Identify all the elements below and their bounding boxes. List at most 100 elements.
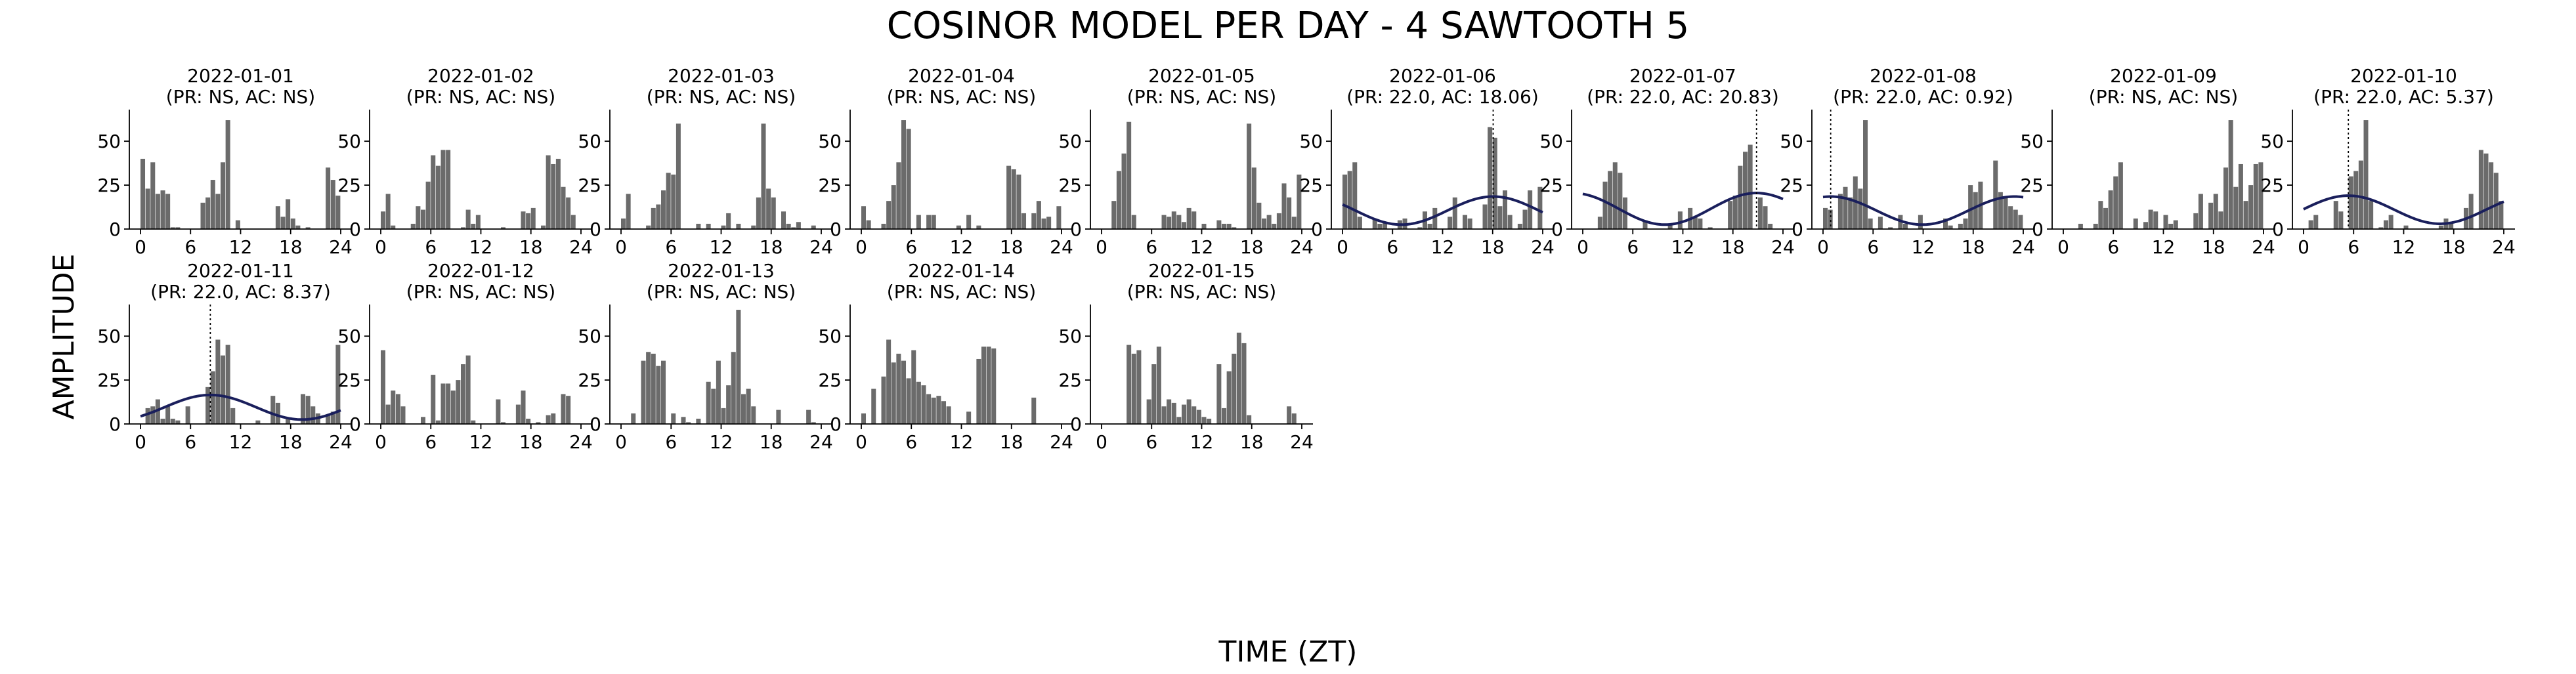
bar	[1432, 207, 1438, 229]
bar	[1763, 206, 1768, 229]
subplot-2022-01-03: 2022-01-03(PR: NS, AC: NS) 0 6 12 18 24 0 25 50	[578, 65, 832, 258]
bar	[1743, 152, 1748, 229]
bar	[2313, 215, 2319, 229]
bar	[381, 211, 386, 229]
bar	[921, 385, 926, 424]
bar	[651, 353, 656, 424]
bar	[1056, 206, 1062, 229]
x-axis-label: TIME (ZT)	[1218, 635, 1358, 669]
bar	[651, 207, 656, 229]
bar	[1167, 217, 1172, 229]
y-tick-label: 0	[830, 219, 842, 240]
bar	[1352, 162, 1358, 229]
y-tick-label: 50	[97, 131, 121, 152]
bar	[461, 227, 466, 229]
bar	[686, 422, 691, 424]
bar	[2338, 211, 2344, 229]
bar	[2478, 150, 2483, 229]
y-tick-label: 50	[1058, 131, 1082, 152]
x-tick-label: 12	[950, 431, 974, 453]
bar	[155, 399, 160, 424]
bar	[866, 220, 871, 229]
bar	[471, 223, 476, 229]
bar	[1517, 223, 1522, 229]
x-tick-label: 24	[1531, 236, 1555, 258]
bar	[425, 181, 431, 229]
bar	[2388, 215, 2394, 229]
subplot-2022-01-15: 2022-01-15(PR: NS, AC: NS) 0 6 12 18 24 0 25 50	[1058, 260, 1313, 453]
subplot-2022-01-11: 2022-01-11(PR: 22.0, AC: 8.37) 0 6 12 18 24 0 2…	[97, 260, 352, 453]
bar	[1608, 171, 1613, 229]
bar	[501, 227, 506, 229]
bar	[1948, 225, 1953, 229]
bar	[2403, 225, 2409, 229]
y-tick-label: 0	[1792, 219, 1803, 240]
subplot-title: 2022-01-15	[1148, 260, 1255, 282]
bar	[2353, 171, 2359, 229]
bar	[200, 202, 205, 229]
bar	[656, 366, 661, 424]
bar	[1146, 399, 1151, 424]
bar	[1853, 176, 1858, 229]
bar	[1156, 347, 1161, 424]
bar	[736, 223, 741, 229]
bar	[871, 389, 876, 424]
y-tick-label: 0	[2272, 219, 2284, 240]
subplot-subtitle: (PR: NS, AC: NS)	[406, 86, 555, 108]
x-tick-label: 6	[2348, 236, 2359, 258]
bar	[976, 358, 981, 424]
y-tick-label: 25	[337, 369, 361, 391]
x-tick-label: 18	[2202, 236, 2225, 258]
x-tick-label: 18	[1240, 236, 1264, 258]
subplot-subtitle: (PR: NS, AC: NS)	[166, 86, 315, 108]
bar	[456, 380, 461, 424]
bar	[165, 194, 171, 229]
bar	[761, 123, 766, 229]
bar	[526, 213, 531, 229]
y-tick-label: 50	[1539, 131, 1563, 152]
x-tick-label: 0	[1096, 431, 1107, 453]
bar	[2108, 190, 2113, 229]
x-tick-label: 6	[2107, 236, 2119, 258]
x-tick-label: 12	[229, 236, 253, 258]
bar	[646, 225, 651, 229]
subplot-2022-01-10: 2022-01-10(PR: 22.0, AC: 5.37) 0 6 12 18 24 0 2…	[2260, 65, 2515, 258]
y-tick-label: 0	[109, 219, 121, 240]
bar	[521, 211, 526, 229]
subplot-subtitle: (PR: NS, AC: NS)	[406, 281, 555, 303]
bar	[2348, 176, 2353, 229]
bar	[1383, 222, 1388, 229]
bar	[1618, 173, 1623, 229]
bar	[2113, 176, 2118, 229]
bar	[1216, 364, 1222, 424]
bar	[666, 173, 671, 229]
bar	[2133, 218, 2138, 229]
bar	[1171, 402, 1176, 424]
bar	[1943, 218, 1948, 229]
bar	[646, 352, 651, 424]
bar	[1196, 410, 1201, 424]
x-tick-label: 24	[1771, 236, 1795, 258]
y-tick-label: 50	[1780, 131, 1803, 152]
bar	[751, 406, 756, 424]
bar	[1247, 123, 1252, 229]
x-tick-label: 12	[2392, 236, 2416, 258]
bar	[1888, 227, 1893, 229]
x-tick-label: 18	[1000, 236, 1023, 258]
bar	[2008, 206, 2013, 229]
bar	[696, 418, 701, 424]
subplot-title: 2022-01-05	[1148, 65, 1255, 87]
bar	[1732, 196, 1738, 229]
bar	[991, 348, 997, 424]
y-tick-label: 25	[97, 369, 121, 391]
cosinor-fit-line	[1342, 195, 1543, 226]
bar	[711, 389, 716, 424]
y-tick-label: 0	[349, 219, 361, 240]
bar	[2369, 201, 2374, 229]
bar	[1021, 213, 1027, 229]
subplot-2022-01-09: 2022-01-09(PR: NS, AC: NS) 0 6 12 18 24 0 25 50	[2020, 65, 2275, 258]
bar	[1342, 175, 1348, 229]
bar	[741, 394, 746, 424]
x-tick-label: 24	[1050, 431, 1073, 453]
bar	[2173, 220, 2178, 229]
